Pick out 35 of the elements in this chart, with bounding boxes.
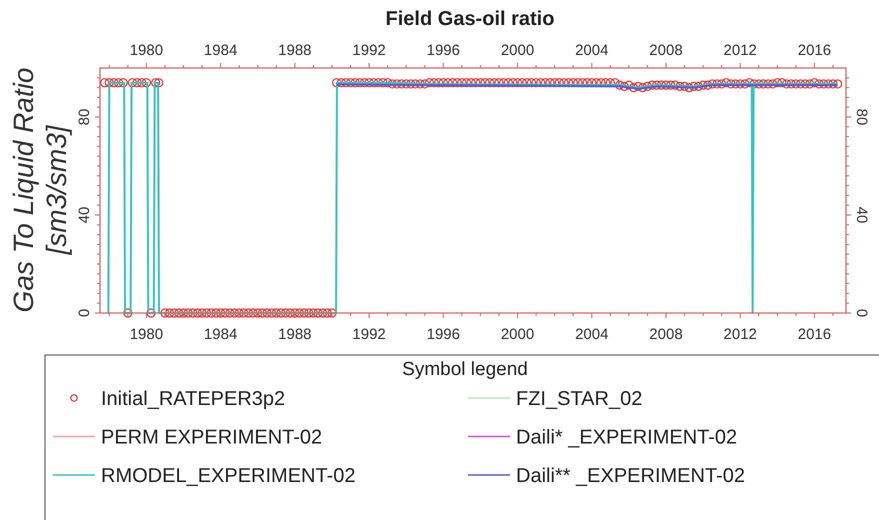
x-tick-label: 2012 — [724, 42, 757, 59]
x2-tick-label: 1996 — [426, 326, 460, 343]
legend-label: Initial_RATEPER3p2 — [101, 388, 286, 410]
y2-tick-label: 40 — [853, 206, 870, 224]
x2-tick-label: 2012 — [724, 326, 757, 343]
legend-label: RMODEL_EXPERIMENT-02 — [101, 465, 356, 487]
x2-tick-label: 2000 — [500, 326, 534, 343]
y-tick-label: 0 — [76, 308, 93, 318]
x-tick-label: 1984 — [204, 42, 238, 59]
x-tick-label: 1988 — [278, 42, 312, 59]
x2-tick-label: 1984 — [204, 326, 238, 343]
x2-tick-label: 1980 — [130, 326, 164, 343]
x-tick-label: 2004 — [575, 42, 608, 59]
legend-label: Daili** _EXPERIMENT-02 — [516, 465, 745, 487]
y-axis-title: Gas To Liquid Ratio [sm3/sm3] — [8, 68, 72, 312]
chart-title: Field Gas-oil ratio — [386, 8, 554, 30]
x2-tick-label: 1992 — [352, 326, 386, 343]
x-tick-label: 2008 — [649, 42, 683, 59]
legend-label: Daili* _EXPERIMENT-02 — [516, 426, 738, 448]
x-tick-label: 1980 — [130, 42, 164, 59]
y-tick-label: 80 — [76, 108, 93, 126]
x-tick-label: 2000 — [500, 42, 534, 59]
x-tick-label: 2016 — [798, 42, 832, 59]
x-tick-label: 1992 — [352, 42, 386, 59]
y2-tick-label: 80 — [853, 108, 870, 126]
x2-tick-label: 2016 — [798, 326, 832, 343]
x2-tick-label: 1988 — [278, 326, 312, 343]
x2-tick-label: 2008 — [649, 326, 683, 343]
y2-tick-label: 0 — [853, 308, 870, 318]
x-tick-label: 1996 — [426, 42, 460, 59]
legend-label: PERM EXPERIMENT-02 — [101, 426, 322, 448]
legend-title: Symbol legend — [402, 359, 528, 380]
x2-tick-label: 2004 — [575, 326, 608, 343]
y-tick-label: 40 — [76, 206, 93, 224]
legend-label: FZI_STAR_02 — [516, 388, 642, 410]
